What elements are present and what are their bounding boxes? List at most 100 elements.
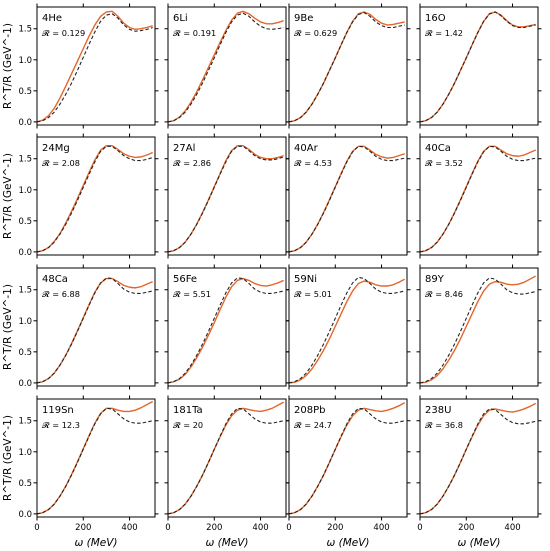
x-tick-label: 400 (504, 523, 520, 533)
x-tick-label: 0 (34, 523, 39, 533)
nucleus-label: 48Ca (42, 274, 68, 285)
axes-frame (288, 267, 408, 387)
panel-40Ar: 40Ar 𝓡 = 4.53 (285, 133, 411, 259)
nucleus-label: 208Pb (294, 405, 325, 416)
x-tick-label: 0 (286, 523, 291, 533)
panel-59Ni: 59Ni 𝓡 = 5.01 (285, 264, 411, 390)
x-tick-label: 400 (252, 523, 268, 533)
x-tick-label: 200 (75, 523, 91, 533)
dashed-curve (167, 12, 284, 123)
y-tick-label: 1.0 (18, 186, 32, 196)
x-tick-label: 200 (327, 523, 343, 533)
nucleus-label: 181Ta (173, 405, 203, 416)
y-axis-label: R^T/R (GeV^-1) (2, 415, 14, 501)
panel-48Ca: 0.0 0.5 1.0 1.5 48Ca 𝓡 = 6.88 R^T/R (GeV^-1) (2, 264, 159, 390)
nucleus-label: 24Mg (42, 143, 70, 154)
panel-238U: 0 200 400 238U 𝓡 = 36.8 ω (MeV) (416, 395, 542, 549)
x-tick-label: 400 (373, 523, 389, 533)
y-axis-label: R^T/R (GeV^-1) (2, 23, 14, 109)
y-tick-label: 0.0 (18, 248, 32, 258)
x-tick-label: 200 (206, 523, 222, 533)
panel-56Fe: 56Fe 𝓡 = 5.51 (164, 264, 290, 390)
nucleus-label: 9Be (294, 13, 313, 24)
nucleus-label: 238U (425, 405, 451, 416)
axes-frame (288, 136, 408, 256)
axes-frame (167, 136, 287, 256)
r-value-label: 𝓡 = 3.52 (425, 158, 463, 168)
dashed-curve (36, 13, 153, 123)
y-tick-label: 1.5 (18, 417, 32, 427)
solid-curve (36, 10, 153, 123)
panel-119Sn: 0 200 400 0.0 0.5 1.0 1.5 119Sn 𝓡 = 12.3 ω (MeV) R… (2, 395, 159, 549)
r-value-label: 𝓡 = 0.629 (294, 28, 337, 38)
panel-40Ca: 40Ca 𝓡 = 3.52 (416, 133, 542, 259)
r-value-label: 𝓡 = 4.53 (294, 158, 332, 168)
panel-9Be: 9Be 𝓡 = 0.629 (285, 3, 411, 129)
dashed-curve (288, 276, 405, 384)
axes-frame (167, 398, 287, 518)
r-value-label: 𝓡 = 20 (173, 420, 203, 430)
nucleus-label: 4He (42, 13, 62, 24)
dashed-curve (419, 145, 536, 253)
axes-frame (36, 267, 156, 387)
dashed-curve (167, 277, 284, 384)
y-tick-label: 1.5 (18, 25, 32, 35)
nucleus-label: 89Y (425, 274, 445, 285)
y-tick-label: 0.5 (18, 479, 32, 489)
axes-frame (288, 6, 408, 126)
nucleus-label: 56Fe (173, 274, 197, 285)
panel-6Li: 6Li 𝓡 = 0.191 (164, 3, 290, 129)
r-value-label: 𝓡 = 6.88 (42, 289, 80, 299)
panel-24Mg: 0.0 0.5 1.0 1.5 24Mg 𝓡 = 2.08 R^T/R (GeV^-1) (2, 133, 159, 259)
y-axis-label: R^T/R (GeV^-1) (2, 284, 14, 370)
y-tick-label: 1.0 (18, 317, 32, 327)
axes-frame (288, 398, 408, 518)
r-value-label: 𝓡 = 2.08 (42, 158, 80, 168)
nucleus-label: 40Ca (425, 143, 451, 154)
nucleus-label: 119Sn (42, 405, 74, 416)
y-tick-label: 0.0 (18, 118, 32, 128)
axes-frame (419, 136, 539, 256)
solid-curve (419, 275, 537, 384)
dashed-curve (288, 407, 405, 515)
x-tick-label: 400 (121, 523, 137, 533)
y-tick-label: 0.0 (18, 379, 32, 389)
panel-181Ta: 0 200 400 181Ta 𝓡 = 20 ω (MeV) (164, 395, 290, 549)
dashed-curve (288, 145, 405, 253)
solid-curve (167, 10, 284, 123)
nucleus-label: 6Li (173, 13, 188, 24)
y-tick-label: 0.0 (18, 510, 32, 520)
panel-208Pb: 0 200 400 208Pb 𝓡 = 24.7 ω (MeV) (285, 395, 411, 549)
y-tick-label: 0.5 (18, 217, 32, 227)
r-value-label: 𝓡 = 0.191 (173, 28, 216, 38)
axes-frame (419, 267, 539, 387)
x-tick-label: 200 (458, 523, 474, 533)
r-value-label: 𝓡 = 5.51 (173, 289, 211, 299)
y-tick-label: 1.5 (18, 155, 32, 165)
r-value-label: 𝓡 = 36.8 (425, 420, 463, 430)
dashed-curve (288, 11, 405, 123)
axes-frame (36, 136, 156, 256)
solid-curve (167, 277, 284, 384)
panel-4He: 0.0 0.5 1.0 1.5 4He 𝓡 = 0.129 R^T/R (GeV^-1) (2, 3, 159, 129)
y-tick-label: 1.5 (18, 286, 32, 296)
y-tick-label: 0.5 (18, 87, 32, 97)
dashed-curve (36, 407, 153, 515)
solid-curve (167, 401, 285, 515)
axes-frame (36, 6, 156, 126)
axes-frame (419, 6, 539, 126)
x-axis-label: ω (MeV) (326, 537, 369, 549)
dashed-curve (36, 277, 153, 384)
x-tick-label: 0 (165, 523, 170, 533)
r-value-label: 𝓡 = 5.01 (294, 289, 332, 299)
x-axis-label: ω (MeV) (74, 537, 117, 549)
nucleus-label: 27Al (173, 143, 195, 154)
nucleus-label: 16O (425, 13, 446, 24)
y-tick-label: 1.0 (18, 56, 32, 66)
r-value-label: 𝓡 = 24.7 (294, 420, 332, 430)
solid-curve (288, 278, 406, 384)
panel-27Al: 27Al 𝓡 = 2.86 (164, 133, 290, 259)
x-axis-label: ω (MeV) (205, 537, 248, 549)
dashed-curve (419, 408, 536, 515)
